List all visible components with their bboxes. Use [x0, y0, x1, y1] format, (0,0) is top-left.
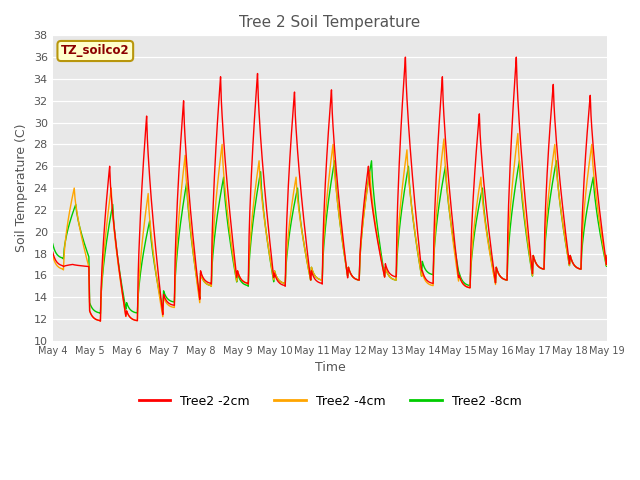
Tree2 -2cm: [172, 257, 179, 263]
Tree2 -8cm: [604, 252, 611, 258]
Tree2 -2cm: [49, 249, 56, 255]
Tree2 -4cm: [604, 252, 611, 258]
Tree2 -8cm: [172, 277, 179, 283]
Line: Tree2 -2cm: Tree2 -2cm: [52, 57, 607, 321]
Tree2 -4cm: [97, 318, 104, 324]
Line: Tree2 -8cm: Tree2 -8cm: [52, 161, 607, 313]
Text: TZ_soilco2: TZ_soilco2: [61, 45, 130, 58]
Tree2 -4cm: [514, 131, 522, 136]
Tree2 -8cm: [322, 218, 330, 224]
Tree2 -8cm: [554, 181, 562, 187]
Tree2 -4cm: [49, 252, 56, 258]
Tree2 -2cm: [97, 318, 104, 324]
Tree2 -8cm: [195, 290, 203, 296]
Tree2 -8cm: [377, 248, 385, 254]
Legend: Tree2 -2cm, Tree2 -4cm, Tree2 -8cm: Tree2 -2cm, Tree2 -4cm, Tree2 -8cm: [134, 390, 526, 413]
Tree2 -4cm: [554, 182, 562, 188]
Tree2 -8cm: [49, 241, 56, 247]
Line: Tree2 -4cm: Tree2 -4cm: [52, 133, 607, 321]
Title: Tree 2 Soil Temperature: Tree 2 Soil Temperature: [239, 15, 420, 30]
Tree2 -8cm: [331, 158, 339, 164]
Tree2 -2cm: [195, 290, 203, 296]
Tree2 -2cm: [401, 54, 409, 60]
Y-axis label: Soil Temperature (C): Soil Temperature (C): [15, 124, 28, 252]
Tree2 -2cm: [322, 167, 330, 172]
Tree2 -4cm: [431, 238, 438, 243]
X-axis label: Time: Time: [314, 361, 346, 374]
Tree2 -4cm: [322, 204, 330, 210]
Tree2 -2cm: [376, 251, 384, 257]
Tree2 -4cm: [195, 294, 203, 300]
Tree2 -2cm: [431, 191, 439, 197]
Tree2 -2cm: [604, 252, 611, 258]
Tree2 -8cm: [431, 232, 439, 238]
Tree2 -8cm: [97, 311, 104, 316]
Tree2 -2cm: [554, 156, 562, 162]
Tree2 -4cm: [172, 274, 179, 280]
Tree2 -4cm: [376, 250, 384, 255]
